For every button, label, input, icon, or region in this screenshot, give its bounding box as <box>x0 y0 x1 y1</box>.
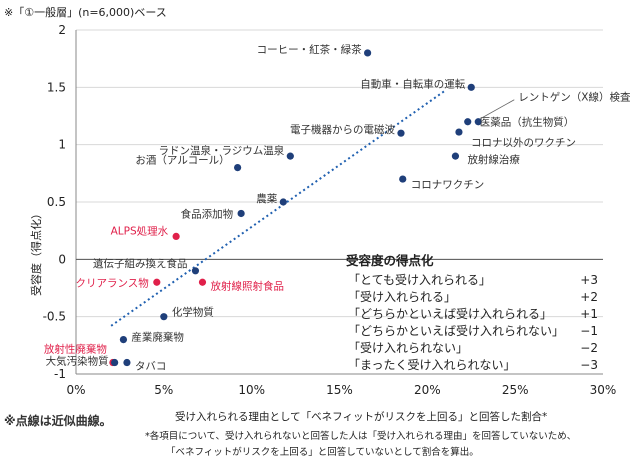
legend-row: 「受け入れられる」 +2 <box>348 289 598 306</box>
data-point <box>467 83 475 91</box>
x-tick-label: 25% <box>502 383 529 397</box>
point-label: タバコ <box>135 361 167 373</box>
legend-row-score: +1 <box>580 307 598 321</box>
x-tick-label: 15% <box>326 383 353 397</box>
data-point <box>172 232 180 240</box>
axis-layer: 2 1.5 1 0.5 0 -0.5 -10% 5% 10% 15% 20% 25% 30% <box>43 23 617 397</box>
label-layer: コーヒー・紅茶・緑茶自動車・自転車の運転レントゲン（X線）検査医薬品（抗生物質）… <box>44 43 630 373</box>
point-label: 自動車・自転車の運転 <box>360 77 465 90</box>
footnote-1: *各項目について、受け入れられないと回答した人は「受け入れられる理由」を回答して… <box>145 431 577 442</box>
data-point <box>111 358 119 367</box>
legend-row-label: 「まったく受け入れられない」 <box>348 358 516 372</box>
y-tick-label: -0.5 <box>43 310 66 324</box>
scoring-legend: 受容度の得点化 「とても受け入れられる」 +3 「受け入れられる」 +2 「どちらかとい… <box>346 250 598 374</box>
point-layer <box>109 49 482 367</box>
point-label: コロナ以外のワクチン <box>471 137 576 149</box>
legend-row: 「どちらかといえば受け入れられない」 −1 <box>348 323 598 340</box>
data-point <box>198 278 207 286</box>
point-label: 電子機器からの電磁波 <box>290 123 395 136</box>
data-point <box>160 313 168 321</box>
x-tick-label: 10% <box>238 383 265 397</box>
data-point <box>364 49 372 57</box>
legend-row: 「まったく受け入れられない」 −3 <box>348 357 598 374</box>
point-label: コロナワクチン <box>411 179 485 191</box>
legend-row-score: +2 <box>580 290 598 304</box>
y-tick-label: -1 <box>54 367 66 381</box>
footnote-2: 「ベネフィットがリスクを上回る」と回答していないとして割合を算出。 <box>166 447 479 458</box>
data-point <box>399 175 407 183</box>
point-label: ラドン温泉・ラジウム温泉 <box>159 144 285 157</box>
legend-row-score: −2 <box>580 341 598 355</box>
x-tick-label: 0% <box>66 383 85 397</box>
y-tick-label: 2 <box>58 23 66 37</box>
point-label: 放射線照射食品 <box>210 279 283 292</box>
point-label: 放射線治療 <box>467 153 520 166</box>
data-point <box>237 209 245 218</box>
point-label: お酒（アルコール） <box>135 154 229 167</box>
point-label: 農薬 <box>256 192 277 205</box>
data-point <box>474 118 482 126</box>
point-label: 医薬品（抗生物質） <box>480 116 575 129</box>
x-tick-label: 5% <box>154 383 173 397</box>
data-point <box>191 267 200 275</box>
trendline <box>110 89 446 327</box>
data-point <box>234 164 242 172</box>
point-label: ALPS処理水 <box>111 224 169 237</box>
point-label: 食品添加物 <box>181 207 234 220</box>
point-label: 化学物質 <box>172 306 214 319</box>
legend-row-label: 「受け入れられない」 <box>348 341 469 355</box>
data-point <box>397 129 405 137</box>
legend-row-label: 「どちらかといえば受け入れられる」 <box>348 307 553 321</box>
legend-row-label: 「どちらかといえば受け入れられない」 <box>348 324 565 338</box>
data-point <box>455 128 463 136</box>
legend-row-score: −1 <box>580 324 598 338</box>
data-point <box>119 336 128 344</box>
data-point <box>123 358 131 367</box>
legend-row: 「受け入れられない」 −2 <box>348 340 598 357</box>
legend-title: 受容度の得点化 <box>346 253 434 268</box>
point-label: 遺伝子組み換え食品 <box>93 257 188 270</box>
point-label: コーヒー・紅茶・緑茶 <box>257 43 362 56</box>
x-tick-label: 30% <box>590 383 617 397</box>
point-label: 大気汚染物質 <box>46 355 109 368</box>
point-label: クリアランス物 <box>76 276 149 289</box>
point-label: 産業廃棄物 <box>131 331 184 344</box>
point-label: レントゲン（X線）検査 <box>518 91 630 104</box>
legend-row: 「とても受け入れられる」 +3 <box>348 272 598 289</box>
y-axis-label: 受容度（得点化） <box>29 208 43 296</box>
y-tick-label: 1 <box>58 138 66 152</box>
data-point <box>451 152 460 160</box>
y-tick-label: 1.5 <box>47 80 66 94</box>
y-tick-label: 0.5 <box>47 195 66 209</box>
data-point <box>464 118 472 126</box>
x-tick-label: 20% <box>414 383 441 397</box>
legend-row: 「どちらかといえば受け入れられる」 +1 <box>348 306 598 323</box>
leader-line <box>480 99 515 120</box>
y-tick-label: 0 <box>58 252 66 266</box>
legend-row-score: +3 <box>580 273 598 287</box>
data-point <box>286 152 294 160</box>
point-label: 放射性廃棄物 <box>44 343 107 356</box>
legend-row-label: 「受け入れられる」 <box>348 290 457 304</box>
sample-base-note: ※「①一般層」(n=6,000)ベース <box>4 6 167 19</box>
trend-layer <box>110 89 446 327</box>
legend-row-score: −3 <box>580 358 598 372</box>
legend-row-label: 「とても受け入れられる」 <box>348 273 492 287</box>
data-point <box>153 278 161 286</box>
data-point <box>279 198 287 206</box>
trendline-note: ※点線は近似曲線。 <box>4 414 112 428</box>
x-axis-label: 受け入れられる理由として「ベネフィットがリスクを上回る」と回答した割合* <box>175 411 548 423</box>
